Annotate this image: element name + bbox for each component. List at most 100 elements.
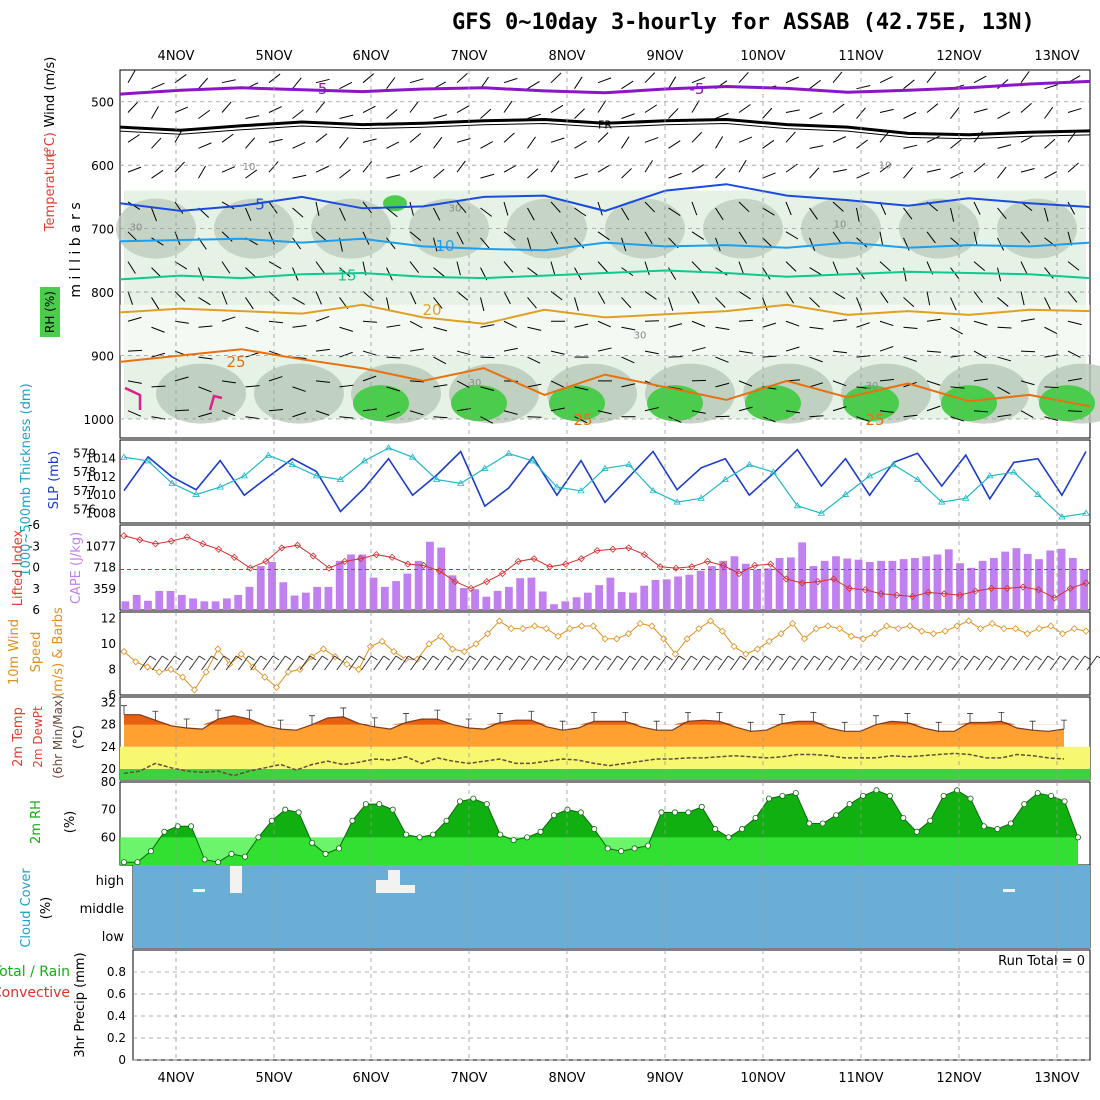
wind-barb: [574, 416, 588, 424]
wind-barb: [315, 231, 327, 242]
isotherm-label: -5: [313, 80, 328, 98]
panel-axis-title: 2m RH: [29, 800, 44, 844]
wind-barb: [644, 160, 654, 173]
wind-barb: [574, 297, 579, 312]
cloud-cover-fill: [133, 865, 1090, 948]
wind-barb: [574, 140, 587, 149]
lifted-point: [735, 569, 743, 578]
isotherm-label: 25: [226, 353, 245, 371]
temp-minmax-bar: [653, 720, 660, 731]
wind-point: [753, 645, 762, 653]
surface-wind-barb-tick: [801, 655, 809, 661]
cape-bar: [177, 594, 186, 610]
surface-wind-barb: [1049, 655, 1061, 671]
lifted-point: [640, 551, 648, 559]
run-total-label: Run Total = 0: [998, 954, 1085, 969]
lifted-point: [404, 560, 412, 568]
wind-barb: [268, 320, 283, 324]
wind-barb: [315, 101, 326, 113]
cape-bar: [595, 585, 603, 610]
panel-axis-title: Speed: [29, 632, 44, 673]
surface-wind-barb: [828, 655, 840, 671]
wind-barb: [691, 131, 703, 143]
cape-bar: [121, 601, 130, 610]
wind-barb: [621, 383, 636, 388]
wind-barb: [856, 416, 870, 422]
y-tick-label: 0.6: [107, 987, 126, 1001]
wind-barb: [151, 207, 157, 222]
wind-barb: [856, 207, 860, 222]
wind-barb: [785, 261, 797, 272]
panel-axis-title: RH (%): [43, 291, 57, 333]
lifted-point: [1003, 584, 1011, 592]
wind-barb: [574, 323, 589, 328]
wind-barb: [1044, 326, 1058, 335]
wind-barb: [268, 376, 283, 382]
surface-wind-barb: [656, 655, 668, 671]
wind-barb: [503, 201, 509, 216]
rh-shading-mid: [997, 198, 1077, 259]
wind-barb: [480, 297, 485, 312]
surface-wind-barb: [1086, 655, 1098, 671]
lifted-point: [262, 557, 270, 565]
wind-point: [237, 650, 245, 658]
rh2m-point: [860, 792, 867, 799]
surface-wind-barb-tick: [973, 655, 981, 661]
wind-barb: [832, 71, 843, 84]
wind-barb: [903, 267, 907, 282]
wind-point: [284, 668, 292, 676]
panel-axis-title: 1000~500mb Thickness (dm): [19, 383, 34, 576]
wind-barb: [127, 166, 142, 173]
wind-barb: [903, 111, 917, 119]
wind-point: [120, 648, 128, 656]
rh2m-point: [161, 828, 168, 835]
wind-barb: [127, 380, 142, 384]
temp-minmax-bar: [747, 721, 754, 732]
rh2m-point: [430, 831, 437, 838]
cape-bar: [1035, 559, 1043, 610]
wind-point: [894, 625, 902, 633]
surface-wind-barb-tick: [432, 655, 440, 661]
surface-wind-barb: [766, 655, 778, 671]
cape-bar: [820, 560, 829, 610]
cape-bar: [583, 592, 592, 610]
lifted-point: [908, 592, 917, 601]
upper-air-panel: [119, 69, 1091, 439]
rh2m-point: [497, 831, 504, 838]
cape-bar: [538, 591, 547, 610]
wind-barb: [268, 161, 279, 173]
wind-barb: [409, 410, 424, 416]
surface-wind-barb-tick: [198, 655, 206, 661]
rh2m-point: [980, 823, 987, 830]
panel-axis-title: (6hr Min/Max): [51, 695, 65, 779]
wind-barb: [691, 346, 706, 352]
surface-wind-barb-tick: [654, 655, 661, 661]
wind-point: [179, 673, 187, 681]
wind-barb: [879, 108, 894, 113]
wind-barb: [174, 161, 185, 173]
wind-point: [660, 635, 668, 643]
thickness-point: [144, 457, 152, 464]
wind-barb: [691, 261, 703, 273]
wind-barb: [691, 164, 705, 173]
wind-barb: [621, 356, 635, 364]
surface-wind-barb-tick: [162, 655, 169, 661]
dewpoint-line: [123, 752, 1065, 777]
rh2m-point: [121, 859, 128, 866]
wind-barb: [198, 325, 213, 328]
surface-wind-barb-tick: [297, 655, 304, 661]
wind-barb: [409, 320, 423, 329]
wind-point: [777, 630, 785, 638]
cape-bar: [741, 563, 750, 610]
surface-wind-barb-tick: [1072, 655, 1079, 661]
surface-wind-barb: [754, 655, 766, 671]
wind-barb: [362, 291, 374, 301]
y-tick-label: 80: [101, 775, 116, 789]
wind-point: [953, 622, 961, 630]
surface-wind-barb: [631, 655, 643, 671]
surface-wind-barb: [643, 655, 655, 671]
cape-bar: [696, 570, 705, 610]
wind-barb: [785, 201, 792, 216]
thickness-point: [408, 453, 417, 460]
thickness-point: [1034, 490, 1042, 497]
